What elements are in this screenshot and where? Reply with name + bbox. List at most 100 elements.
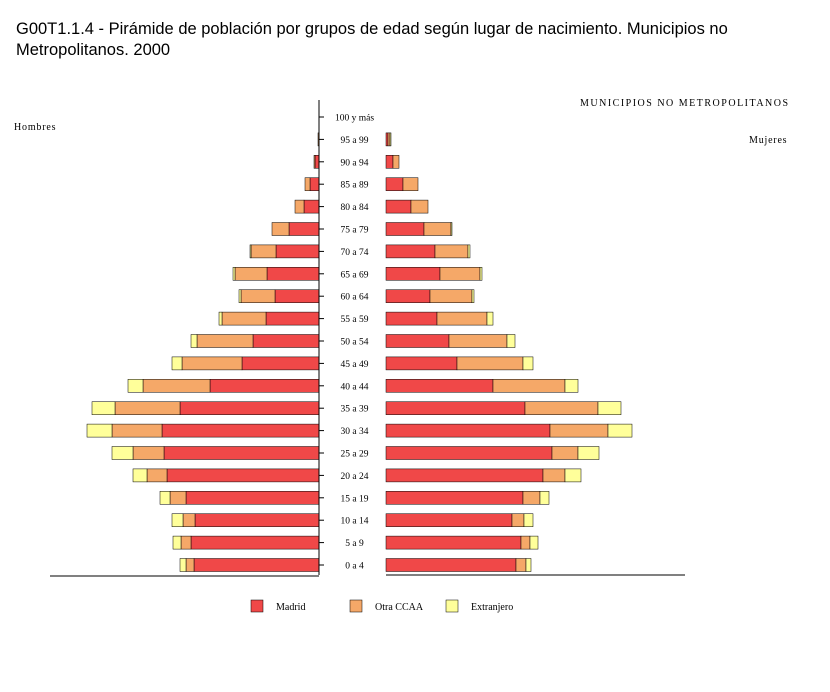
bar-hombres-extranjero-12 — [238, 289, 242, 303]
mujeres-label: Mujeres — [749, 135, 787, 146]
bar-hombres-madrid-5 — [163, 446, 320, 460]
bar-hombres-otra-ccaa-13 — [234, 267, 268, 281]
bar-mujeres-extranjero-1 — [529, 535, 539, 550]
bar-mujeres-madrid-10 — [385, 334, 450, 348]
age-label-19: 95 a 99 — [341, 136, 369, 146]
bar-hombres-otra-ccaa-8 — [142, 379, 211, 393]
bar-mujeres-madrid-6 — [385, 423, 551, 438]
bar-mujeres-otra-ccaa-5 — [551, 446, 579, 460]
bar-hombres-extranjero-10 — [190, 334, 198, 348]
bar-mujeres-extranjero-6 — [607, 423, 633, 438]
bar-hombres-otra-ccaa-9 — [181, 356, 243, 371]
bar-hombres-otra-ccaa-15 — [271, 222, 290, 236]
age-label-10: 50 a 54 — [341, 338, 369, 348]
bar-hombres-extranjero-11 — [218, 311, 223, 326]
age-labels-layer: 0 a 4 5 a 9 10 a 14 15 a 19 20 a 24 25 a 29 30… — [319, 114, 374, 572]
bar-hombres-otra-ccaa-18 — [313, 155, 316, 169]
bar-hombres-madrid-4 — [166, 468, 320, 483]
hombres-label: Hombres — [14, 122, 56, 133]
bar-hombres-extranjero-14 — [249, 244, 252, 259]
bar-mujeres-otra-ccaa-16 — [410, 199, 429, 214]
bar-mujeres-madrid-16 — [385, 199, 412, 214]
bar-mujeres-madrid-9 — [385, 356, 458, 371]
bar-hombres-extranjero-3 — [159, 491, 171, 505]
bar-hombres-madrid-17 — [309, 177, 320, 191]
age-label-3: 15 a 19 — [341, 494, 369, 504]
legend-swatch-2 — [445, 599, 459, 613]
bar-hombres-otra-ccaa-14 — [250, 244, 277, 259]
bar-hombres-otra-ccaa-0 — [185, 558, 195, 572]
bar-mujeres-extranjero-9 — [522, 356, 534, 371]
legend-label-0: Madrid — [276, 602, 305, 613]
age-label-14: 70 a 74 — [341, 248, 369, 258]
bar-hombres-otra-ccaa-4 — [146, 468, 168, 483]
bar-hombres-madrid-18 — [314, 155, 320, 169]
bar-mujeres-madrid-12 — [385, 289, 431, 303]
legend-label-2: Extranjero — [471, 602, 513, 613]
bar-hombres-extranjero-0 — [179, 558, 187, 572]
bar-hombres-madrid-7 — [179, 401, 320, 415]
bar-mujeres-extranjero-11 — [486, 311, 494, 326]
age-label-2: 10 a 14 — [341, 517, 369, 527]
bar-mujeres-otra-ccaa-4 — [542, 468, 566, 483]
bar-hombres-madrid-8 — [209, 379, 320, 393]
age-label-15: 75 a 79 — [341, 226, 369, 236]
age-label-9: 45 a 49 — [341, 360, 369, 370]
bar-hombres-madrid-16 — [303, 199, 320, 214]
bar-hombres-madrid-1 — [190, 535, 320, 550]
bar-mujeres-madrid-15 — [385, 222, 425, 236]
bar-mujeres-otra-ccaa-14 — [434, 244, 469, 259]
age-label-0: 0 a 4 — [345, 562, 364, 572]
bar-mujeres-otra-ccaa-6 — [549, 423, 609, 438]
bar-mujeres-madrid-7 — [385, 401, 526, 415]
bar-mujeres-madrid-8 — [385, 379, 494, 393]
bar-mujeres-extranjero-7 — [597, 401, 622, 415]
bar-mujeres-otra-ccaa-0 — [515, 558, 527, 572]
bar-hombres-extranjero-13 — [232, 267, 236, 281]
legend: Madrid Otra CCAA Extranjero — [250, 599, 513, 613]
bar-hombres-otra-ccaa-17 — [304, 177, 311, 191]
bar-mujeres-madrid-11 — [385, 311, 438, 326]
age-label-11: 55 a 59 — [341, 315, 369, 325]
age-label-6: 30 a 34 — [341, 427, 369, 437]
bar-mujeres-madrid-13 — [385, 267, 441, 281]
bar-mujeres-extranjero-19 — [389, 132, 392, 147]
bar-mujeres-otra-ccaa-15 — [423, 222, 452, 236]
bar-hombres-extranjero-7 — [91, 401, 116, 415]
bar-mujeres-madrid-5 — [385, 446, 553, 460]
bar-mujeres-madrid-4 — [385, 468, 544, 483]
bar-mujeres-extranjero-8 — [564, 379, 579, 393]
bar-mujeres-extranjero-14 — [467, 244, 471, 259]
bar-mujeres-extranjero-4 — [564, 468, 582, 483]
bar-hombres-madrid-2 — [194, 513, 320, 527]
age-label-5: 25 a 29 — [341, 450, 369, 460]
legend-swatch-1 — [349, 599, 363, 613]
bar-hombres-extranjero-5 — [111, 446, 134, 460]
bar-mujeres-otra-ccaa-18 — [392, 155, 400, 169]
bar-mujeres-otra-ccaa-13 — [439, 267, 481, 281]
bar-mujeres-madrid-1 — [385, 535, 522, 550]
bar-mujeres-madrid-14 — [385, 244, 436, 259]
bar-hombres-madrid-13 — [266, 267, 320, 281]
bar-hombres-madrid-15 — [288, 222, 320, 236]
bar-hombres-madrid-9 — [241, 356, 320, 371]
bar-hombres-extranjero-8 — [127, 379, 144, 393]
bar-hombres-otra-ccaa-7 — [114, 401, 181, 415]
bar-mujeres-extranjero-0 — [525, 558, 532, 572]
bar-mujeres-otra-ccaa-11 — [436, 311, 488, 326]
bar-mujeres-otra-ccaa-3 — [522, 491, 541, 505]
bar-hombres-extranjero-9 — [171, 356, 183, 371]
axes-layer — [50, 100, 685, 577]
bar-mujeres-madrid-0 — [385, 558, 517, 572]
bar-hombres-madrid-12 — [274, 289, 320, 303]
age-label-18: 90 a 94 — [341, 158, 369, 168]
bar-hombres-otra-ccaa-1 — [180, 535, 192, 550]
bar-mujeres-madrid-18 — [385, 155, 394, 169]
bar-mujeres-extranjero-13 — [479, 267, 483, 281]
bar-mujeres-otra-ccaa-1 — [520, 535, 531, 550]
bar-hombres-madrid-6 — [161, 423, 320, 438]
chart-title: G00T1.1.4 - Pirámide de población por gr… — [16, 20, 728, 59]
bar-mujeres-madrid-2 — [385, 513, 513, 527]
age-label-17: 85 a 89 — [341, 181, 369, 191]
bar-hombres-extranjero-1 — [172, 535, 182, 550]
